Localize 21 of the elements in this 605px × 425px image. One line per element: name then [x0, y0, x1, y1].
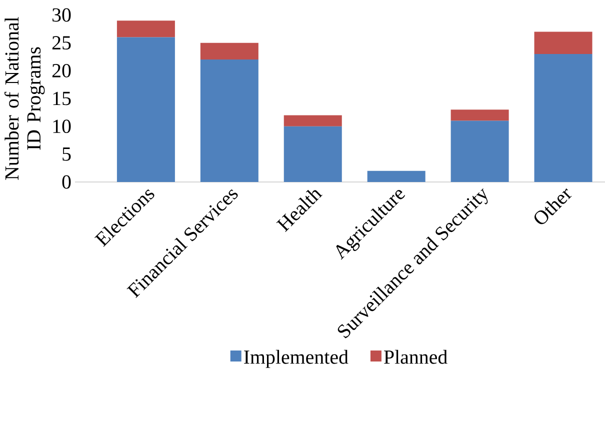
- bar: [534, 32, 592, 54]
- y-tick-label: 25: [52, 36, 71, 50]
- bar: [200, 42, 258, 60]
- y-tick-label: 10: [53, 120, 71, 134]
- bar: [534, 54, 592, 182]
- bar: [450, 110, 509, 121]
- y-tick-label: 20: [52, 64, 71, 78]
- bar: [284, 115, 342, 126]
- bar: [116, 20, 175, 38]
- y-tick-label: 5: [62, 148, 71, 161]
- legend-label: Implemented: [244, 350, 348, 368]
- y-tick-label: 30: [52, 8, 71, 22]
- y-tick-label: 0: [62, 175, 71, 189]
- bar: [450, 120, 509, 182]
- legend-label: Planned: [384, 350, 448, 364]
- bar: [116, 37, 175, 182]
- bar: [284, 126, 342, 182]
- y-tick-label: 15: [53, 92, 71, 106]
- y-axis-title: Number of National ID Programs: [4, 17, 45, 180]
- bar: [200, 60, 258, 182]
- bar: [367, 170, 426, 182]
